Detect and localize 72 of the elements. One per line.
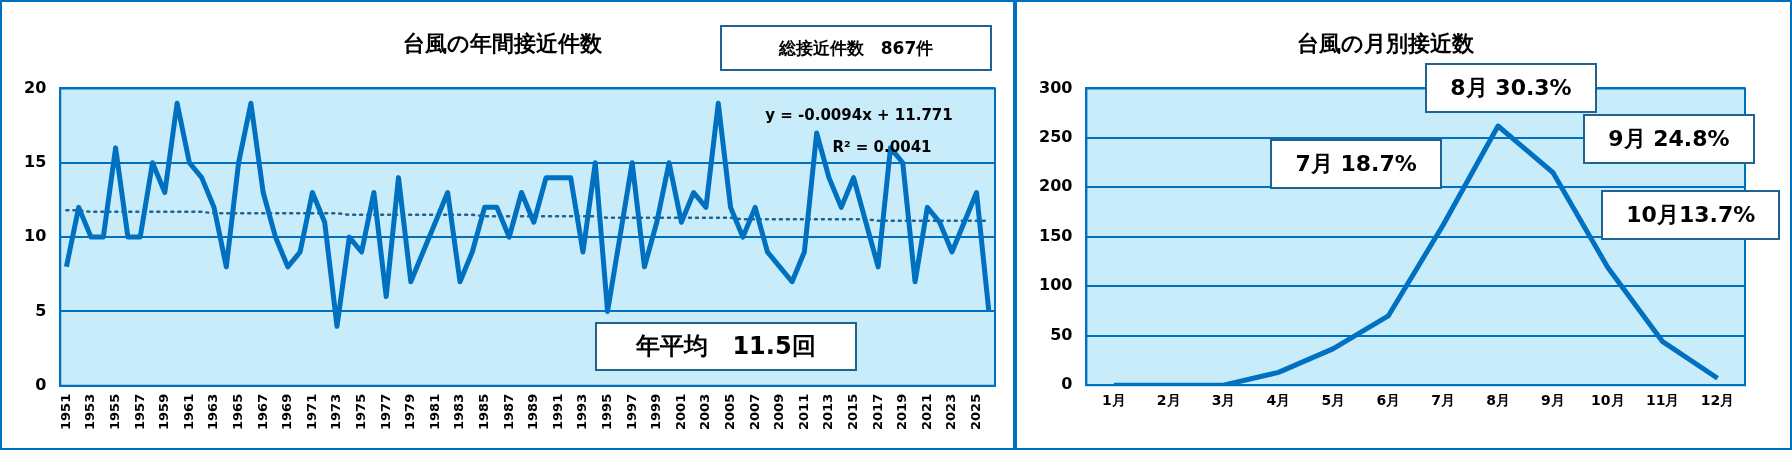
x-tick-label: 1951 xyxy=(57,393,73,431)
x-tick-label: 10月 xyxy=(1591,392,1625,409)
x-tick-label: 1967 xyxy=(254,393,270,431)
x-tick-label: 3月 xyxy=(1211,392,1236,409)
y-tick-label: 5 xyxy=(35,300,47,320)
chart-title: 台風の月別接近数 xyxy=(1296,30,1475,56)
x-tick-label: 1971 xyxy=(303,393,319,431)
y-tick-label: 300 xyxy=(1038,77,1073,97)
x-tick-label: 1981 xyxy=(426,393,442,431)
y-tick-label: 0 xyxy=(1061,374,1073,394)
x-tick-label: 1991 xyxy=(549,393,565,431)
x-tick-label: 1月 xyxy=(1101,392,1126,409)
x-tick-label: 2013 xyxy=(820,393,836,431)
x-tick-label: 1973 xyxy=(328,393,344,431)
x-tick-label: 1997 xyxy=(623,393,639,431)
text-box: 7月 18.7% xyxy=(1270,138,1442,189)
x-tick-label: 11月 xyxy=(1645,392,1680,409)
x-tick-label: 1999 xyxy=(648,393,664,431)
x-tick-label: 2023 xyxy=(943,393,959,431)
x-tick-label: 1989 xyxy=(525,393,541,431)
y-tick-label: 150 xyxy=(1038,225,1073,245)
text-box: 8月 30.3% xyxy=(1425,63,1597,113)
x-tick-label: 2019 xyxy=(894,393,910,431)
x-tick-label: 1985 xyxy=(475,393,491,431)
y-tick-label: 250 xyxy=(1038,127,1073,147)
x-tick-label: 1983 xyxy=(451,393,467,431)
x-tick-label: 2021 xyxy=(918,393,934,431)
text-box: 9月 24.8% xyxy=(1583,114,1755,165)
x-tick-label: 8月 xyxy=(1486,392,1510,409)
x-tick-label: 2003 xyxy=(697,393,713,431)
x-tick-label: 2001 xyxy=(672,393,688,431)
text-box: 10月13.7% xyxy=(1601,190,1781,241)
x-tick-label: 9月 xyxy=(1541,392,1565,409)
x-tick-label: 1979 xyxy=(402,393,418,431)
x-tick-label: 1961 xyxy=(180,393,196,431)
text-box: 年平均 11.5回 xyxy=(595,321,857,371)
x-tick-label: 1953 xyxy=(82,393,98,431)
x-tick-label: 1957 xyxy=(131,393,147,431)
x-tick-label: 5月 xyxy=(1321,392,1346,409)
text-box: 総接近件数 867件 xyxy=(720,25,992,71)
x-tick-label: 2月 xyxy=(1156,392,1181,409)
x-tick-label: 1969 xyxy=(279,393,295,431)
x-tick-label: 1965 xyxy=(229,393,245,431)
y-tick-label: 50 xyxy=(1050,324,1073,344)
x-tick-label: 4月 xyxy=(1266,392,1291,409)
y-tick-label: 0 xyxy=(35,374,47,394)
y-tick-label: 20 xyxy=(24,77,47,97)
x-tick-label: 2015 xyxy=(844,393,860,431)
y-tick-label: 15 xyxy=(24,151,47,171)
x-tick-label: 1963 xyxy=(205,393,221,431)
annotation: R² = 0.0041 xyxy=(832,137,932,156)
x-tick-label: 12月 xyxy=(1700,392,1735,409)
x-tick-label: 7月 xyxy=(1431,392,1456,409)
x-tick-label: 2017 xyxy=(869,393,885,431)
x-tick-label: 1959 xyxy=(156,393,172,431)
x-tick-label: 1977 xyxy=(377,393,393,431)
x-tick-label: 2009 xyxy=(771,393,787,431)
x-tick-label: 1993 xyxy=(574,393,590,431)
x-tick-label: 2025 xyxy=(967,393,983,431)
x-tick-label: 1975 xyxy=(352,393,368,431)
chart-title: 台風の年間接近件数 xyxy=(403,30,603,56)
x-tick-label: 1995 xyxy=(598,393,614,431)
y-tick-label: 200 xyxy=(1038,176,1073,196)
x-tick-label: 2005 xyxy=(721,393,737,431)
x-tick-label: 1987 xyxy=(500,393,516,431)
y-tick-label: 10 xyxy=(24,226,47,246)
annotation: y = -0.0094x + 11.771 xyxy=(765,105,953,124)
y-tick-label: 100 xyxy=(1038,275,1073,295)
x-tick-label: 6月 xyxy=(1376,392,1401,409)
x-tick-label: 2011 xyxy=(795,393,811,431)
x-tick-label: 1955 xyxy=(106,393,122,431)
x-tick-label: 2007 xyxy=(746,393,762,431)
